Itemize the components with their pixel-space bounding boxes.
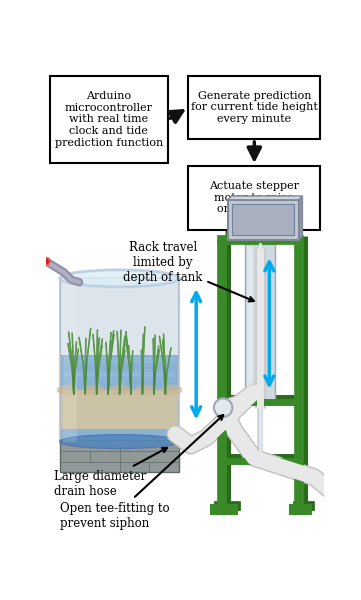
Circle shape — [214, 398, 232, 417]
FancyBboxPatch shape — [188, 166, 320, 230]
Text: Actuate stepper
motor to raise
or lower rack: Actuate stepper motor to raise or lower … — [209, 181, 299, 214]
Polygon shape — [299, 196, 303, 240]
Bar — [61, 355, 178, 440]
Ellipse shape — [135, 385, 156, 395]
Bar — [228, 200, 299, 240]
Ellipse shape — [57, 385, 78, 395]
Bar — [63, 278, 77, 442]
Bar — [60, 278, 179, 442]
Ellipse shape — [60, 270, 179, 287]
Polygon shape — [228, 196, 303, 200]
Bar — [232, 205, 294, 235]
Circle shape — [42, 257, 50, 265]
Text: Large diameter
drain hose: Large diameter drain hose — [54, 448, 167, 498]
Ellipse shape — [109, 385, 130, 395]
FancyBboxPatch shape — [188, 76, 320, 139]
Bar — [64, 357, 175, 363]
Ellipse shape — [83, 385, 104, 395]
Bar — [61, 390, 178, 428]
Bar — [64, 372, 175, 377]
Bar — [247, 246, 253, 399]
Text: Arduino
microcontroller
with real time
clock and tide
prediction function: Arduino microcontroller with real time c… — [55, 91, 163, 148]
Text: Open tee-fitting to
prevent siphon: Open tee-fitting to prevent siphon — [60, 415, 223, 530]
Ellipse shape — [161, 385, 182, 395]
Bar — [60, 440, 179, 472]
Bar — [245, 244, 275, 401]
Ellipse shape — [60, 434, 179, 449]
Text: Generate prediction
for current tide height
every minute: Generate prediction for current tide hei… — [191, 91, 318, 124]
FancyBboxPatch shape — [50, 76, 168, 163]
Text: Rack travel
limited by
depth of tank: Rack travel limited by depth of tank — [123, 241, 254, 301]
